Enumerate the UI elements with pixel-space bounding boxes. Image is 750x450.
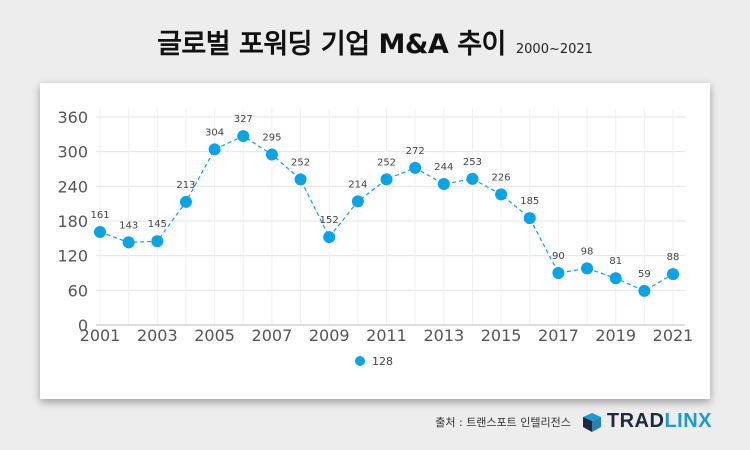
data-point <box>294 173 307 186</box>
data-point <box>265 148 278 161</box>
x-tick-label: 2017 <box>538 326 579 345</box>
x-tick-labels: 2001 2003 2005 2007 2009 2011 2013 2015 2017 2019… <box>80 326 694 345</box>
data-label: 272 <box>406 146 425 157</box>
series-line-layer <box>99 135 674 292</box>
data-label: 143 <box>119 220 138 231</box>
y-tick-label: 240 <box>57 177 88 196</box>
data-label: 161 <box>90 210 109 221</box>
legend-marker <box>355 356 365 366</box>
y-tick-label: 300 <box>57 143 88 162</box>
title-row: 글로벌 포워딩 기업 M&A 추이 2000~2021 <box>0 22 750 61</box>
y-tick-label: 60 <box>68 281 88 300</box>
x-tick-label: 2019 <box>595 326 636 345</box>
data-label: 98 <box>581 246 594 257</box>
data-point <box>122 236 135 249</box>
data-point <box>437 178 450 191</box>
tradlinx-logo: TRADLINX <box>581 410 712 433</box>
series-line <box>99 135 674 292</box>
y-tick-label: 120 <box>57 247 88 266</box>
data-point <box>380 173 393 186</box>
data-label: 304 <box>205 127 224 138</box>
data-points <box>94 130 679 297</box>
footer: 출처 : 트랜스포트 인텔리전스 TRADLINX <box>435 410 712 433</box>
data-point <box>609 272 622 285</box>
tradlinx-logo-icon <box>582 412 601 432</box>
data-label: 295 <box>262 133 281 144</box>
data-point <box>151 235 164 248</box>
data-label: 252 <box>291 157 310 168</box>
legend-label: 128 <box>372 355 393 368</box>
chart-subtitle: 2000~2021 <box>515 42 593 57</box>
data-point <box>581 262 594 275</box>
data-label: 244 <box>434 162 453 173</box>
x-tick-label: 2011 <box>366 326 407 345</box>
data-label: 81 <box>609 256 622 267</box>
data-label: 152 <box>320 215 339 226</box>
logo-text-linx: LINX <box>664 410 712 432</box>
chart-title: 글로벌 포워딩 기업 M&A 추이 <box>157 29 506 60</box>
data-point <box>409 161 422 174</box>
legend: 128 <box>355 355 393 368</box>
data-label: 59 <box>638 269 651 280</box>
x-tick-label: 2013 <box>423 326 464 345</box>
data-point <box>237 130 250 143</box>
data-point <box>495 188 508 201</box>
x-tick-label: 2001 <box>80 326 121 345</box>
data-point <box>323 231 336 244</box>
x-tick-label: 2003 <box>137 326 178 345</box>
data-label: 226 <box>492 172 511 183</box>
data-labels: 161 143 145 213 304 327 295 252 152 214 252 272 244 2… <box>90 114 679 280</box>
data-label: 88 <box>667 252 680 263</box>
data-label: 214 <box>348 179 367 190</box>
y-tick-labels: 0 60 120 180 240 300 360 <box>57 108 88 335</box>
data-point <box>94 225 106 238</box>
data-point <box>638 284 651 297</box>
x-tick-label: 2005 <box>194 326 235 345</box>
y-tick-label: 360 <box>57 108 88 127</box>
data-label: 253 <box>463 157 482 168</box>
data-label: 327 <box>234 114 253 125</box>
x-tick-label: 2009 <box>309 326 350 345</box>
data-point <box>179 195 192 208</box>
data-point <box>208 143 221 156</box>
data-point <box>667 268 679 281</box>
data-label: 90 <box>552 251 565 262</box>
y-tick-label: 0 <box>78 316 88 335</box>
data-label: 213 <box>176 180 195 191</box>
data-label: 185 <box>520 196 539 207</box>
data-point <box>552 267 565 279</box>
logo-text-trad: TRAD <box>606 410 665 432</box>
data-point <box>351 195 364 208</box>
data-point <box>523 212 536 225</box>
y-tick-label: 180 <box>57 212 88 231</box>
x-tick-label: 2021 <box>653 326 694 345</box>
data-label: 145 <box>148 219 167 230</box>
data-point <box>466 172 479 185</box>
grid-lines <box>96 109 685 325</box>
x-tick-label: 2015 <box>481 326 522 345</box>
x-tick-label: 2007 <box>252 326 293 345</box>
data-label: 252 <box>377 157 396 168</box>
source-text: 출처 : 트랜스포트 인텔리전스 <box>435 415 571 429</box>
